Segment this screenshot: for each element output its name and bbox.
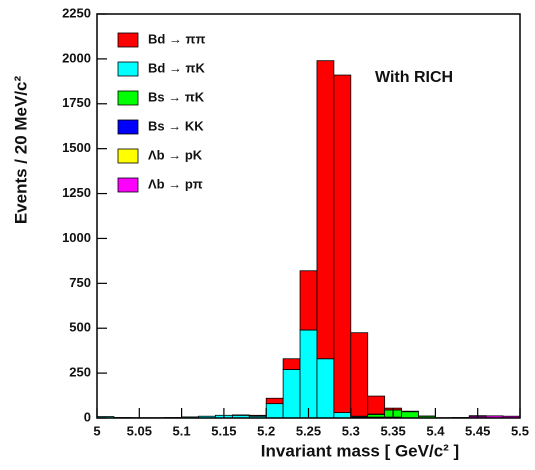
y-tick-label: 1250 [62,185,91,200]
y-tick-label: 1750 [62,95,91,110]
histogram-bar [402,411,419,412]
x-tick-label: 5.05 [127,423,152,438]
histogram-bar [266,398,283,403]
y-tick-label: 0 [84,409,91,424]
x-tick-label: 5 [93,423,100,438]
x-tick-label: 5.1 [173,423,191,438]
legend-label: Bd → πK [148,60,206,75]
y-tick-label: 2250 [62,5,91,20]
x-tick-label: 5.4 [426,423,445,438]
y-tick-label: 1000 [62,230,91,245]
x-tick-label: 5.15 [211,423,236,438]
legend-swatch [118,91,138,105]
y-tick-label: 1500 [62,140,91,155]
histogram-bar [317,61,334,359]
legend-swatch [118,33,138,47]
histogram-bar [283,370,300,418]
legend-label: Bs → πK [148,89,205,104]
histogram-bar [334,413,351,418]
histogram-bar [249,415,266,416]
y-tick-label: 250 [69,365,91,380]
y-tick-label: 750 [69,275,91,290]
legend-swatch [118,178,138,192]
x-tick-label: 5.2 [257,423,275,438]
annotation: With RICH [375,69,453,86]
legend-label: Bs → KK [148,118,204,133]
legend-label: Λb → pK [148,147,203,162]
histogram-bar [300,271,317,330]
legend-swatch [118,149,138,163]
x-tick-label: 5.5 [511,423,529,438]
histogram-bar [300,330,317,418]
histogram-bar [317,359,334,418]
legend-label: Λb → pπ [148,176,203,191]
histogram-bar [334,75,351,413]
x-tick-label: 5.35 [380,423,405,438]
legend-label: Bd → ππ [148,31,206,46]
histogram-bar [283,359,300,370]
histogram-bar [266,404,283,418]
y-tick-label: 500 [69,320,91,335]
histogram-bar [402,412,419,418]
x-axis-label: Invariant mass [ GeV/c² ] [261,441,459,460]
x-tick-label: 5.25 [296,423,321,438]
histogram-bar [368,414,385,417]
x-tick-label: 5.3 [342,423,360,438]
y-axis-label: Events / 20 MeV/c² [11,75,30,224]
y-tick-label: 2000 [62,50,91,65]
histogram-bar [368,396,385,414]
legend-swatch [118,62,138,76]
histogram-bar [351,333,368,416]
x-tick-label: 5.45 [465,423,490,438]
legend-swatch [118,120,138,134]
